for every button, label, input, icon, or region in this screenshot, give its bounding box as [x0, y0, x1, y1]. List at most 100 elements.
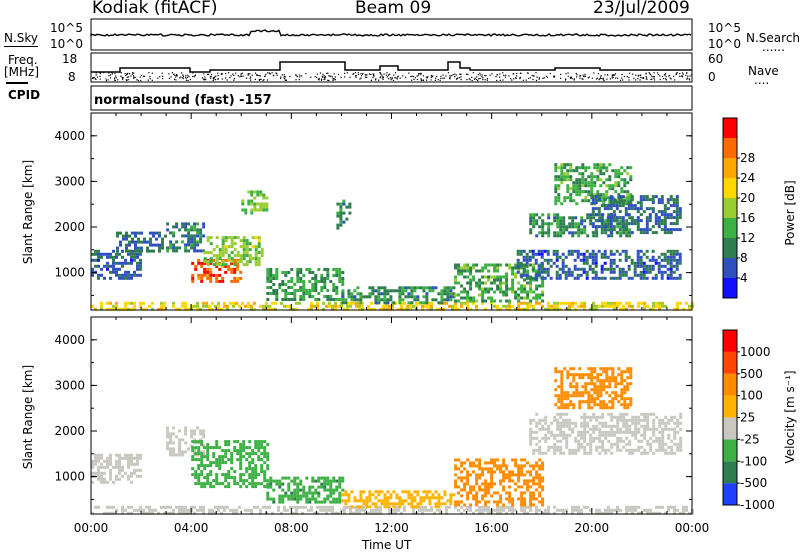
nave-dot — [168, 77, 170, 79]
nave-dot — [250, 76, 252, 78]
data-cell — [269, 280, 273, 283]
data-cell — [576, 276, 580, 280]
data-cell — [169, 511, 172, 515]
data-cell — [239, 443, 243, 447]
data-cell — [529, 485, 533, 489]
data-cell — [206, 273, 210, 277]
data-cell — [169, 246, 173, 250]
data-cell — [388, 508, 391, 512]
data-cell — [449, 493, 453, 497]
data-cell — [127, 511, 130, 515]
colorbar-segment — [723, 439, 737, 462]
data-cell — [557, 193, 561, 197]
data-cell — [224, 236, 228, 240]
data-cell — [640, 418, 644, 422]
data-cell — [248, 461, 252, 465]
data-cell — [272, 500, 276, 504]
nave-dot — [194, 75, 196, 77]
data-cell — [339, 208, 343, 212]
data-cell — [499, 467, 503, 471]
data-cell — [625, 219, 629, 223]
data-cell — [569, 382, 573, 386]
data-cell — [265, 304, 268, 308]
data-cell — [127, 456, 130, 460]
nave-dot — [535, 72, 537, 74]
data-cell — [585, 276, 589, 280]
data-cell — [490, 281, 494, 285]
data-cell — [639, 204, 643, 208]
nave-dot — [246, 77, 248, 79]
data-cell — [606, 219, 610, 223]
data-cell — [555, 252, 559, 256]
data-cell — [184, 225, 188, 229]
data-cell — [631, 415, 635, 419]
nave-dot — [297, 75, 299, 78]
data-cell — [670, 448, 674, 452]
data-cell — [209, 470, 213, 474]
data-cell — [331, 505, 334, 509]
nave-dot — [411, 79, 413, 81]
data-cell — [604, 222, 608, 226]
data-cell — [655, 301, 658, 305]
data-cell — [606, 255, 610, 259]
data-cell — [673, 307, 676, 311]
data-cell — [394, 508, 397, 512]
data-cell — [620, 190, 624, 194]
data-cell — [583, 445, 587, 449]
data-cell — [493, 304, 496, 308]
nave-dot — [489, 74, 491, 76]
nave-dot — [111, 73, 113, 75]
data-cell — [278, 286, 282, 289]
data-cell — [517, 473, 521, 477]
data-cell — [242, 248, 246, 252]
data-cell — [616, 424, 620, 428]
data-cell — [612, 225, 616, 229]
data-cell — [628, 451, 632, 455]
data-cell — [676, 445, 680, 449]
data-cell — [266, 443, 270, 447]
data-cell — [121, 276, 124, 280]
data-cell — [543, 276, 547, 280]
nave-dot — [147, 79, 149, 81]
data-cell — [517, 476, 521, 480]
data-cell — [124, 453, 127, 457]
data-cell — [555, 276, 559, 280]
nave-dot — [657, 73, 659, 76]
data-cell — [607, 301, 610, 305]
data-cell — [541, 488, 545, 492]
data-cell — [508, 476, 512, 480]
data-cell — [678, 207, 682, 211]
data-cell — [94, 258, 97, 262]
data-cell — [553, 448, 557, 452]
data-cell — [615, 204, 619, 208]
colorbar-segment — [723, 238, 737, 258]
data-cell — [187, 249, 191, 253]
data-cell — [553, 445, 557, 449]
data-cell — [152, 243, 155, 247]
data-cell — [610, 412, 614, 416]
data-cell — [490, 494, 494, 498]
data-cell — [602, 403, 606, 407]
data-cell — [611, 376, 615, 380]
nave-dot — [247, 73, 249, 75]
data-cell — [642, 231, 646, 235]
data-cell — [630, 198, 634, 202]
nave-dot — [215, 75, 217, 77]
nave-dot — [549, 72, 551, 75]
data-cell — [610, 511, 613, 515]
data-cell — [657, 264, 661, 268]
data-cell — [440, 289, 444, 293]
data-cell — [290, 479, 294, 483]
nave-dot — [420, 79, 422, 81]
data-cell — [329, 280, 333, 283]
data-cell — [238, 505, 241, 509]
data-cell — [245, 467, 249, 471]
data-cell — [475, 281, 479, 285]
nave-dot — [117, 79, 119, 81]
data-cell — [672, 255, 676, 259]
data-cell — [472, 488, 476, 492]
data-cell — [353, 289, 357, 293]
colorbar-tick-label: 12 — [740, 231, 755, 245]
data-cell — [338, 280, 342, 283]
data-cell — [675, 204, 679, 208]
